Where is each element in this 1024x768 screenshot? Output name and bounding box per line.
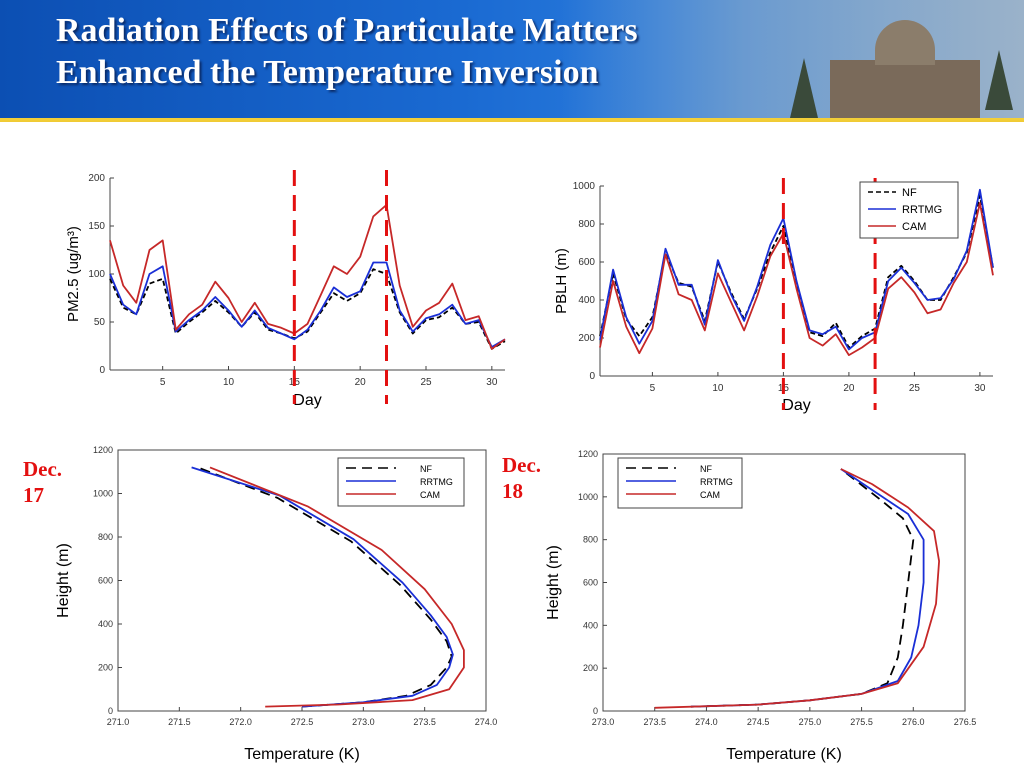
- dec18-y-tick-label: 400: [583, 620, 598, 630]
- dec18-x-tick-label: 275.5: [850, 717, 873, 727]
- dec17-y-tick-label: 1000: [93, 489, 113, 499]
- pblh-y-tick-label: 600: [578, 257, 595, 268]
- dec17-x-tick-label: 274.0: [475, 717, 498, 727]
- pm25-x-axis-label: Day: [293, 392, 321, 409]
- dec17-x-tick-label: 273.5: [413, 717, 436, 727]
- pm25-y-tick-label: 100: [88, 269, 105, 280]
- dec18-series-nf: [690, 468, 915, 708]
- banner-building-dome: [875, 20, 935, 65]
- dec17-x-tick-label: 272.0: [229, 717, 252, 727]
- pm25-x-tick-label: 5: [160, 377, 166, 388]
- dec18-x-tick-label: 273.0: [592, 717, 615, 727]
- dec17-legend-box: [337, 457, 465, 507]
- dec17-y-tick-label: 600: [98, 576, 113, 586]
- banner-building: [830, 60, 980, 118]
- pm25-x-tick-label: 20: [355, 377, 367, 388]
- dec18-y-axis-label: Height (m): [545, 545, 562, 620]
- pm25-x-tick-label: 30: [486, 377, 498, 388]
- pblh-legend-label-cam: CAM: [902, 221, 926, 233]
- dec17-y-tick-label: 0: [108, 706, 113, 716]
- pblh-y-tick-label: 800: [578, 219, 595, 230]
- pm25-series-nf: [109, 268, 506, 350]
- dec18-x-tick-label: 274.0: [695, 717, 718, 727]
- pblh-x-axis-label: Day: [782, 397, 810, 414]
- pm25-y-tick-label: 150: [88, 221, 105, 232]
- pblh-legend-label-nf: NF: [902, 187, 917, 199]
- dec18-y-tick-label: 1200: [578, 449, 598, 459]
- dec18-y-tick-label: 0: [593, 706, 598, 716]
- dec18-x-tick-label: 276.0: [902, 717, 925, 727]
- dec17-x-axis-label: Temperature (K): [244, 746, 360, 763]
- pblh-y-tick-label: 0: [589, 371, 595, 382]
- pm25-chart: 51015202530050100150200DayPM2.5 (ug/m³): [65, 170, 506, 409]
- dec17-series-rrtmg: [191, 466, 454, 708]
- dec17-series-cam: [209, 466, 465, 708]
- pblh-x-tick-label: 25: [909, 383, 921, 394]
- dec18-x-tick-label: 273.5: [643, 717, 666, 727]
- pm25-x-tick-label: 10: [223, 377, 235, 388]
- dec18-series-cam: [654, 468, 940, 709]
- dec18-x-tick-label: 275.0: [799, 717, 822, 727]
- dec17-label: Dec. 17: [23, 457, 63, 507]
- dec18-x-tick-label: 274.5: [747, 717, 770, 727]
- dec17-x-tick-label: 271.5: [168, 717, 191, 727]
- dec18-y-tick-label: 200: [583, 663, 598, 673]
- dec18-legend-label-nf: NF: [700, 464, 712, 474]
- banner-tree: [985, 50, 1013, 110]
- title-banner: Radiation Effects of Particulate Matters…: [0, 0, 1024, 122]
- dec18-x-tick-label: 276.5: [954, 717, 977, 727]
- dec17-x-tick-label: 271.0: [107, 717, 130, 727]
- dec18-chart: 273.0 273.5 274.0 274.5 275.0 275.5 276.0 276.5…: [545, 449, 976, 763]
- dec17-legend-label-nf: NF: [420, 464, 432, 474]
- dec17-chart: 271.0 271.5 272.0 272.5 273.0 273.5 274.0 0 200 4…: [55, 445, 497, 763]
- dec17-x-tick-label: 272.5: [291, 717, 314, 727]
- pblh-y-tick-label: 200: [578, 333, 595, 344]
- pblh-legend-label-rrtmg: RRTMG: [902, 204, 942, 216]
- dec18-y-tick-label: 1000: [578, 492, 598, 502]
- dec17-y-tick-label: 1200: [93, 445, 113, 455]
- pblh-x-tick-label: 5: [650, 383, 656, 394]
- slide-title: Radiation Effects of Particulate Matters…: [56, 12, 638, 91]
- dec17-x-tick-label: 273.0: [352, 717, 375, 727]
- pm25-series-cam: [109, 203, 506, 350]
- dec18-y-tick-label: 600: [583, 578, 598, 588]
- pblh-x-tick-label: 10: [712, 383, 724, 394]
- banner-tree: [790, 58, 818, 118]
- dec18-label: Dec. 18: [502, 453, 542, 503]
- pblh-series-cam: [599, 202, 994, 357]
- dec17-y-tick-label: 400: [98, 619, 113, 629]
- pblh-y-tick-label: 1000: [573, 181, 596, 192]
- pm25-y-tick-label: 0: [99, 365, 105, 376]
- pblh-y-axis-label: PBLH (m): [553, 248, 570, 314]
- dec17-y-tick-label: 800: [98, 532, 113, 542]
- pblh-x-tick-label: 30: [974, 383, 986, 394]
- dec18-legend-label-rrtmg: RRTMG: [700, 477, 733, 487]
- pblh-x-tick-label: 20: [843, 383, 855, 394]
- dec18-x-axis-label: Temperature (K): [726, 746, 842, 763]
- pm25-series-rrtmg: [109, 261, 506, 348]
- dec17-legend-label-rrtmg: RRTMG: [420, 477, 453, 487]
- pm25-y-axis-label: PM2.5 (ug/m³): [65, 226, 82, 322]
- dec17-y-axis-label: Height (m): [55, 543, 72, 618]
- pblh-series-rrtmg: [599, 188, 994, 351]
- dec18-legend-box: [617, 457, 743, 509]
- pblh-y-tick-label: 400: [578, 295, 595, 306]
- dec17-y-tick-label: 200: [98, 663, 113, 673]
- pblh-chart: 5101520253002004006008001000DayPBLH (m)N…: [553, 178, 994, 414]
- banner-stripe: [0, 118, 1024, 122]
- pm25-y-tick-label: 200: [88, 173, 105, 184]
- dec17-legend-label-cam: CAM: [420, 490, 440, 500]
- pm25-x-tick-label: 25: [420, 377, 432, 388]
- pm25-y-tick-label: 50: [94, 317, 106, 328]
- dec18-legend-label-cam: CAM: [700, 490, 720, 500]
- dec18-y-tick-label: 800: [583, 535, 598, 545]
